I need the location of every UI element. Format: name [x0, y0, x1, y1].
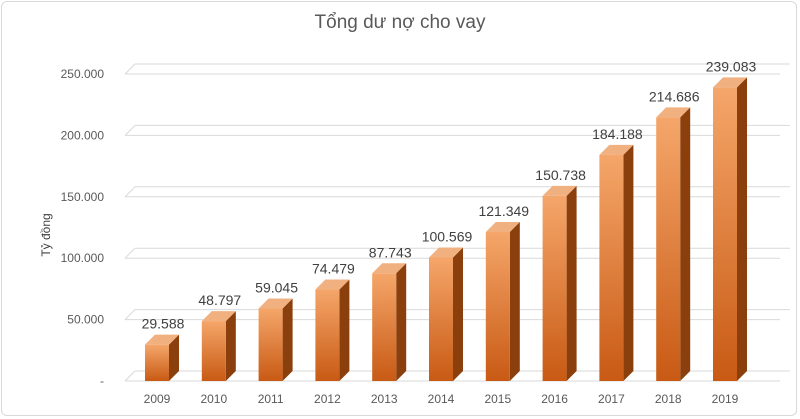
bar-top: [713, 77, 747, 88]
x-tick-label: 2009: [144, 392, 171, 406]
bar: [145, 344, 169, 381]
x-tick-label: 2019: [712, 392, 739, 406]
gridline-depth: [124, 309, 136, 320]
bar-top: [372, 263, 407, 274]
gridline-depth: [124, 247, 136, 259]
gridline-depth: [124, 125, 136, 136]
bar-top: [201, 311, 236, 322]
data-label: 150.738: [535, 167, 586, 183]
bar: [315, 289, 340, 381]
data-label: 59.045: [255, 279, 298, 295]
data-label: 29.588: [142, 316, 185, 332]
y-tick-label: 100.000: [61, 251, 105, 265]
bar: [258, 308, 283, 381]
data-label: 48.797: [198, 292, 241, 308]
data-label: 184.188: [592, 126, 643, 142]
labels: - 50.000 100.000 150.000 200.000 250.000 29.58…: [61, 58, 757, 406]
bar-side: [566, 185, 577, 381]
bar-side: [453, 247, 463, 381]
gridline-depth: [124, 370, 136, 382]
x-tick-label: 2013: [371, 392, 398, 406]
bar-top: [429, 247, 463, 258]
y-tick-label: 250.000: [61, 67, 105, 81]
bar-top: [599, 144, 634, 155]
bar-side: [737, 77, 747, 382]
data-label: 121.349: [478, 203, 529, 219]
bar-side: [282, 298, 293, 381]
bar-top: [145, 334, 179, 345]
data-label: 87.743: [369, 244, 412, 260]
y-tick-label: 200.000: [61, 128, 105, 142]
bar: [429, 257, 453, 381]
bar-top: [315, 279, 350, 290]
bar: [599, 154, 624, 381]
bars: [145, 77, 747, 382]
x-tick-label: 2012: [314, 392, 341, 406]
chart-title: Tổng dư nợ cho vay: [314, 12, 486, 33]
data-label: 74.479: [312, 261, 355, 277]
x-tick-label: 2017: [598, 392, 625, 406]
x-tick-label: 2016: [541, 392, 568, 406]
x-tick-label: 2014: [428, 392, 455, 406]
bar: [542, 195, 567, 381]
x-tick-label: 2010: [200, 392, 227, 406]
bar-side: [225, 311, 236, 381]
y-tick-label: 150.000: [61, 190, 105, 204]
x-tick-label: 2015: [484, 392, 511, 406]
bar: [485, 231, 510, 381]
bar: [713, 87, 737, 382]
bar-side: [623, 144, 634, 381]
bar-top: [542, 185, 577, 196]
gridline-depth: [124, 186, 136, 198]
bar: [372, 273, 397, 381]
x-tick-label: 2011: [258, 392, 284, 406]
bar-side: [680, 107, 691, 381]
data-label: 239.083: [706, 58, 757, 74]
bar-side: [339, 279, 350, 381]
bar-side: [509, 221, 520, 381]
data-label: 214.686: [649, 88, 700, 104]
y-tick-label: 50.000: [67, 313, 104, 327]
y-tick-label: -: [100, 374, 104, 388]
bar-side: [396, 263, 407, 381]
bar-top: [656, 107, 691, 118]
bar: [201, 321, 226, 381]
x-tick-label: 2018: [655, 392, 682, 406]
bar-side: [169, 334, 179, 381]
bar-top: [485, 221, 520, 232]
bar: [656, 117, 681, 381]
gridline-depth: [124, 63, 136, 75]
data-label: 100.569: [422, 229, 473, 245]
bar-top: [258, 298, 293, 309]
